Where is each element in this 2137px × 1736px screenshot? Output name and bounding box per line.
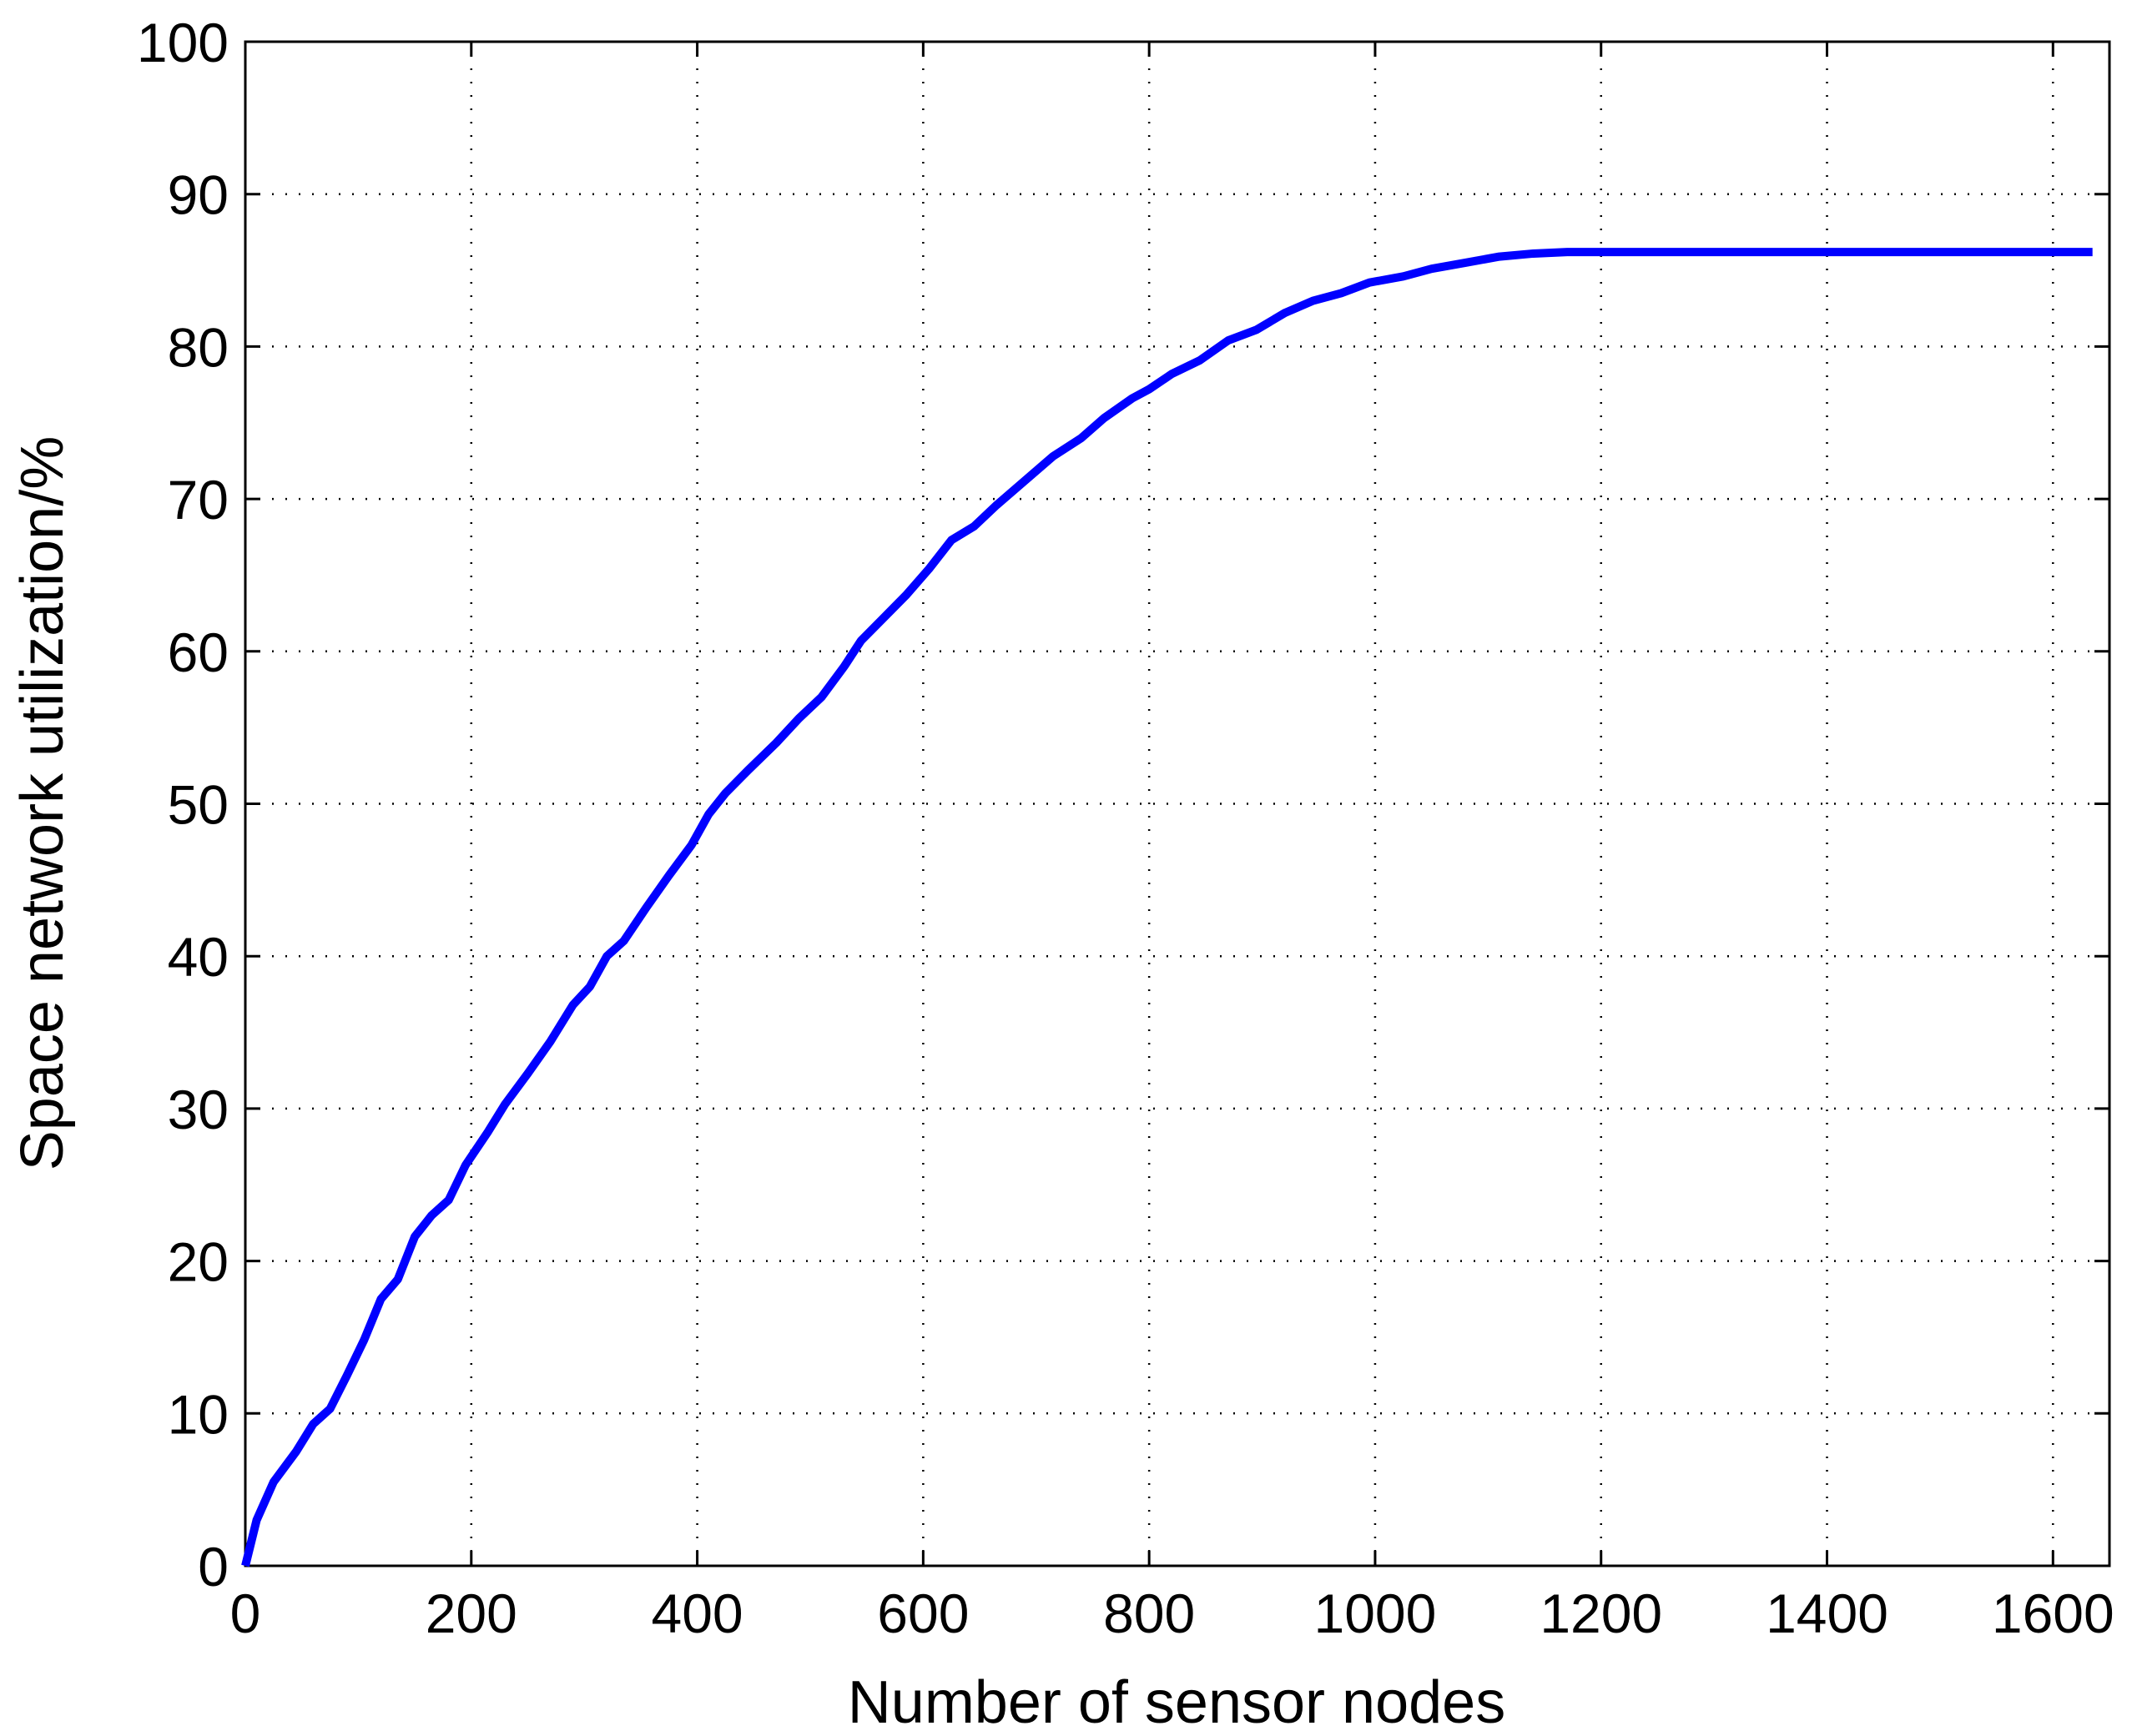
plot-frame	[244, 40, 2111, 1567]
y-tick-label: 10	[168, 1383, 229, 1445]
x-tick-label: 400	[652, 1583, 743, 1644]
y-tick-label: 60	[168, 621, 229, 683]
data-line	[241, 248, 2093, 1567]
y-tick-label: 20	[168, 1231, 229, 1293]
y-tick-label: 40	[168, 926, 229, 988]
x-tick-label: 1600	[1992, 1583, 2114, 1644]
y-tick-label: 0	[198, 1536, 229, 1598]
y-tick-label: 70	[168, 469, 229, 531]
x-tick-label: 1200	[1540, 1583, 1662, 1644]
x-tick-label: 600	[877, 1583, 969, 1644]
y-tick-label: 30	[168, 1079, 229, 1140]
x-tick-label: 800	[1103, 1583, 1195, 1644]
y-axis-label: Space network utilization/%	[9, 436, 76, 1170]
x-tick-label: 200	[426, 1583, 517, 1644]
y-tick-label: 50	[168, 774, 229, 836]
x-axis-label: Number of sensor nodes	[848, 1669, 1505, 1736]
x-tick-label: 1000	[1314, 1583, 1437, 1644]
y-tick-label: 100	[137, 12, 229, 73]
y-tick-label: 90	[168, 164, 229, 226]
y-tick-label: 80	[168, 316, 229, 378]
x-tick-label: 0	[230, 1583, 261, 1644]
x-tick-label: 1400	[1766, 1583, 1888, 1644]
